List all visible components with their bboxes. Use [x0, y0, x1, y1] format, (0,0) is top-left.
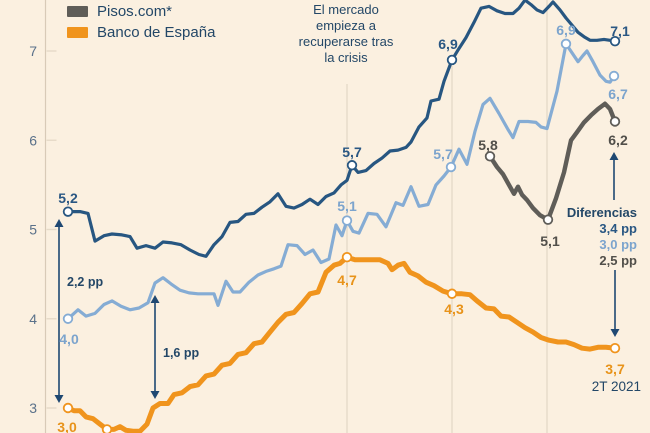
data-point-marker — [62, 206, 74, 217]
series-line-banco-de-espana — [65, 254, 618, 433]
arrowhead — [609, 152, 619, 160]
data-point-marker — [62, 313, 74, 324]
arrowhead — [150, 295, 160, 303]
crisis-annotation: El mercado empieza a recuperarse tras la… — [298, 2, 394, 65]
data-point-marker — [608, 70, 620, 82]
data-point-label: 7,1 — [610, 23, 630, 39]
data-point-marker — [609, 343, 621, 354]
data-point-label: 5,1 — [337, 198, 357, 214]
data-point-label: 5,8 — [478, 137, 498, 153]
y-tick-label: 6 — [29, 132, 37, 148]
data-point-label: 6,9 — [556, 22, 576, 38]
legend-label-banco: Banco de España — [97, 24, 216, 41]
data-point-marker — [446, 288, 458, 299]
data-point-label: 4,7 — [337, 272, 357, 288]
data-point-marker — [346, 160, 358, 171]
banco-swatch-icon — [67, 27, 88, 38]
data-point-label: 5,7 — [342, 144, 362, 160]
series-line-light-blue-index — [66, 42, 616, 321]
data-point-marker — [62, 402, 74, 414]
data-point-label: 6,7 — [608, 86, 628, 102]
data-point-label: 6,2 — [608, 132, 628, 148]
y-tick-label: 4 — [29, 311, 37, 327]
data-point-marker — [446, 54, 458, 66]
data-point-marker — [445, 161, 457, 173]
data-point-marker — [560, 38, 572, 50]
arrowhead — [150, 391, 160, 399]
difference-dark-blue: 3,4 pp — [599, 221, 637, 236]
arrowhead — [610, 329, 620, 337]
arrowhead — [54, 395, 64, 403]
data-point-label: 6,9 — [438, 36, 458, 52]
y-tick-label: 5 — [29, 222, 37, 238]
legend-item-banco: Banco de España — [67, 25, 215, 40]
data-point-marker — [609, 35, 621, 47]
data-point-marker — [609, 116, 621, 127]
series-line-dark-blue-index — [66, 0, 617, 258]
data-point-label: 5,2 — [58, 190, 78, 206]
y-tick-label: 3 — [29, 400, 37, 416]
y-tick-label: 7 — [29, 43, 37, 59]
pisos-swatch-icon — [67, 6, 88, 17]
data-point-marker — [542, 214, 554, 225]
data-point-marker — [484, 151, 496, 162]
gap-label-start: 2,2 pp — [67, 275, 104, 289]
difference-light-blue: 3,0 pp — [599, 237, 637, 252]
data-point-marker — [101, 424, 113, 433]
data-point-label: 3,7 — [605, 361, 625, 377]
legend-label-pisos: Pisos.com* — [97, 3, 173, 20]
data-point-label: 3,0 — [57, 419, 77, 433]
legend: Pisos.com* Banco de España — [67, 4, 215, 46]
data-point-label: 4,0 — [59, 331, 79, 347]
difference-gray: 2,5 pp — [599, 253, 637, 268]
data-point-marker — [341, 215, 353, 226]
differences-title: Diferencias — [566, 205, 637, 220]
gap-label-mid: 1,6 pp — [163, 346, 200, 360]
x-axis-end-label: 2T 2021 — [591, 379, 641, 394]
data-point-marker — [341, 251, 353, 263]
series-line-pisos-com — [487, 101, 618, 222]
data-point-label: 4,3 — [444, 301, 464, 317]
arrowhead — [54, 219, 64, 227]
legend-item-pisos: Pisos.com* — [67, 4, 215, 19]
data-point-label: 5,1 — [540, 233, 560, 249]
differences-block: Diferencias 3,4 pp 3,0 pp 2,5 pp — [537, 205, 637, 269]
data-point-label: 5,7 — [433, 146, 453, 162]
